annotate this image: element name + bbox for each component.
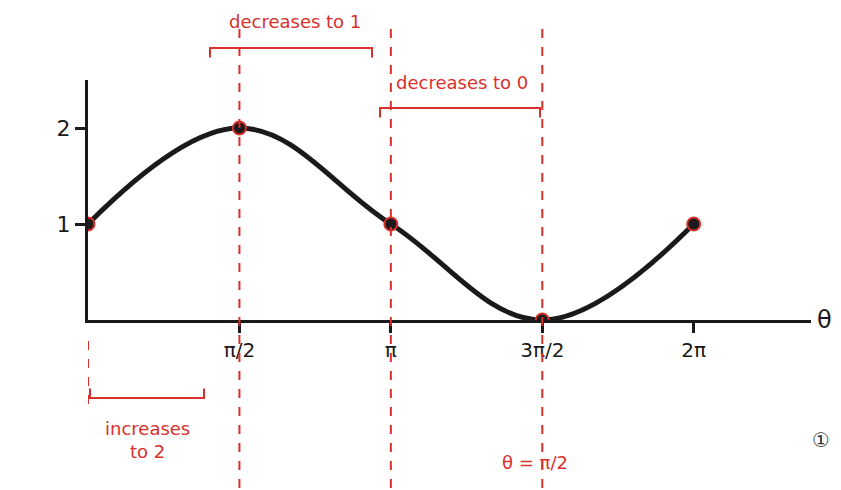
svg-text:π: π bbox=[385, 338, 397, 362]
svg-text:increasesto 2: increasesto 2 bbox=[105, 418, 190, 462]
svg-text:①: ① bbox=[812, 428, 830, 452]
svg-text:2: 2 bbox=[57, 116, 71, 141]
svg-text:1: 1 bbox=[57, 212, 71, 237]
svg-text:θ = π/2: θ = π/2 bbox=[502, 452, 568, 473]
svg-text:3π/2: 3π/2 bbox=[520, 338, 564, 362]
svg-text:decreases to 0: decreases to 0 bbox=[396, 72, 528, 93]
svg-text:θ: θ bbox=[817, 306, 832, 334]
svg-text:2π: 2π bbox=[681, 338, 706, 362]
svg-text:π/2: π/2 bbox=[224, 338, 256, 362]
svg-text:decreases to 1: decreases to 1 bbox=[229, 11, 361, 32]
